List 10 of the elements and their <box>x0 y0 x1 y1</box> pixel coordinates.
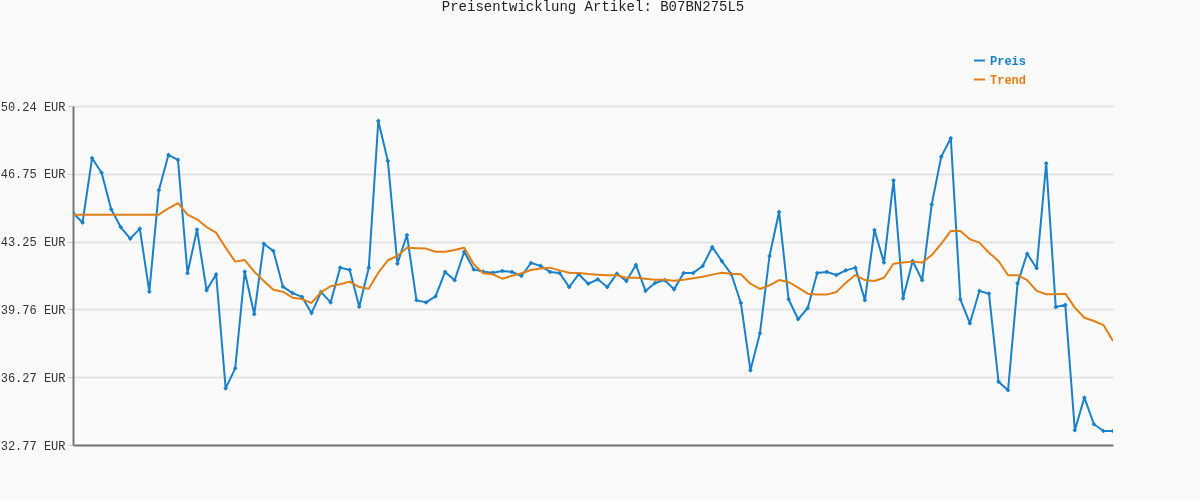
legend-label: Preis <box>990 54 1027 69</box>
y-tick-label: 43.25 EUR <box>0 236 66 251</box>
y-tick-label: 39.76 EUR <box>0 303 66 318</box>
y-tick-label: 32.77 EUR <box>0 439 66 454</box>
y-tick-label: 50.24 EUR <box>0 100 66 115</box>
line-series <box>73 202 1113 342</box>
y-tick-label: 36.27 EUR <box>0 371 66 386</box>
y-tick-label: 46.75 EUR <box>0 168 66 183</box>
legend-label: Trend <box>990 73 1027 88</box>
chart-title: Preisentwicklung Artikel: B07BN275L5 <box>441 0 745 15</box>
